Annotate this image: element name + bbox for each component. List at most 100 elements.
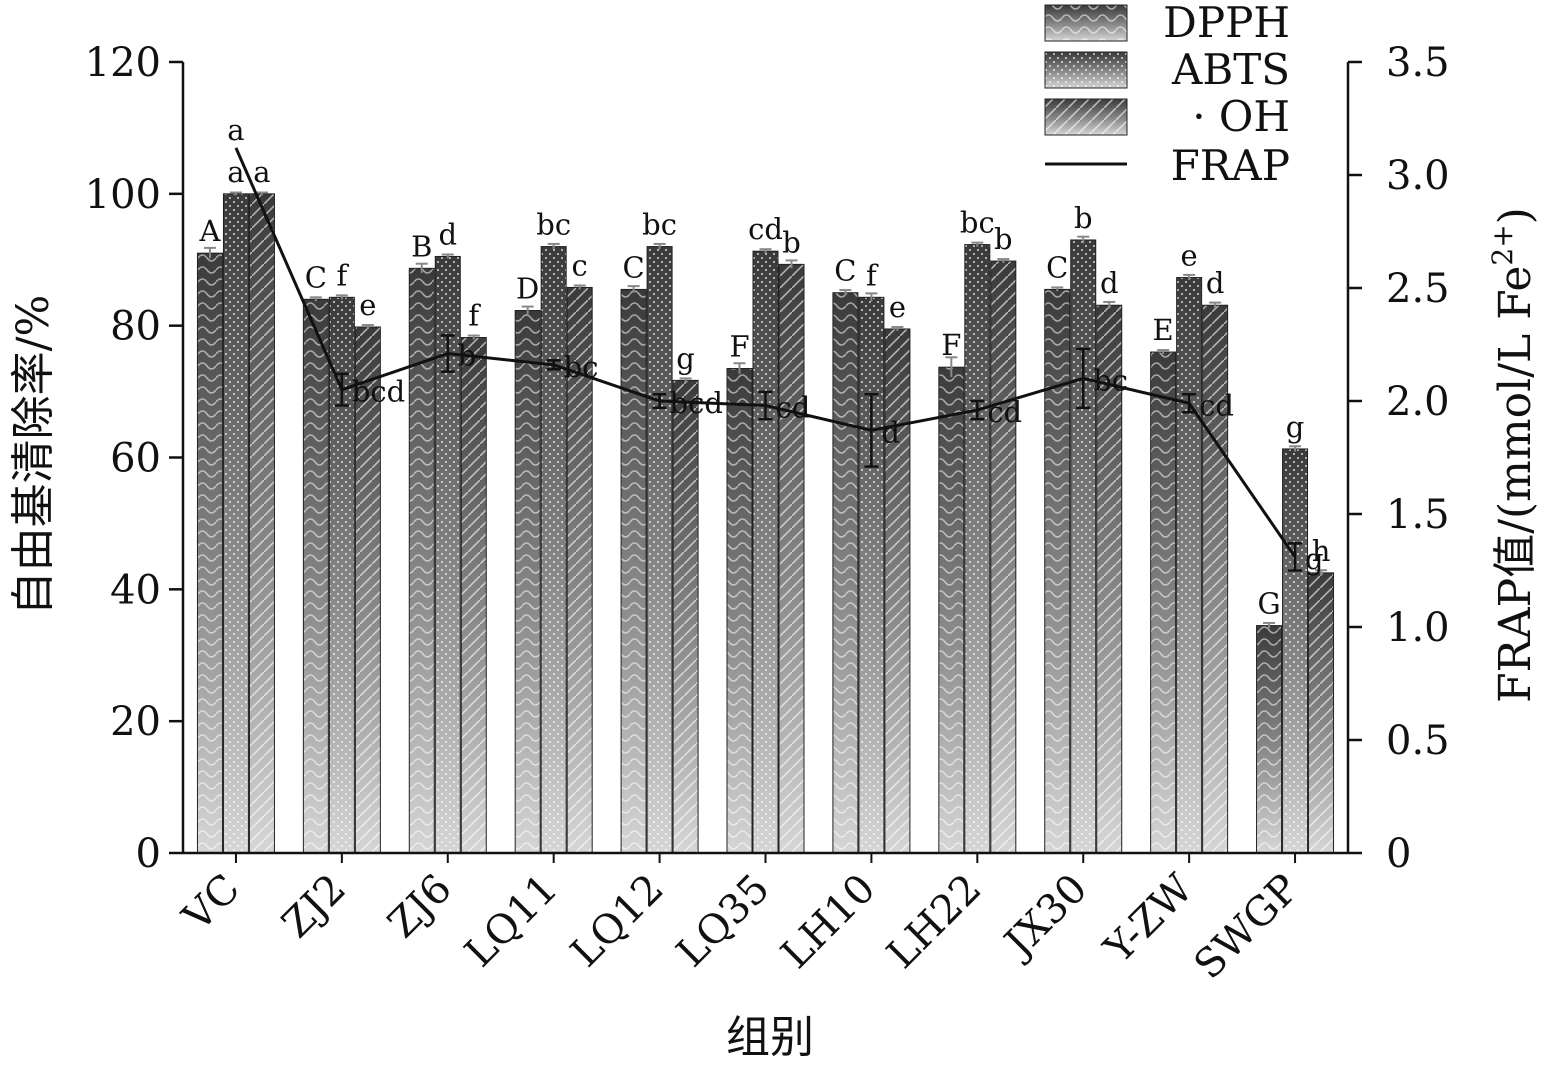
bar-texture: [646, 246, 673, 854]
y-tick-label: 40: [110, 567, 161, 613]
bar-texture: [1096, 304, 1123, 854]
bar-significance-letter: f: [468, 299, 481, 333]
bar-significance-letter: bc: [642, 208, 677, 242]
bar-texture: [990, 260, 1017, 854]
bar-significance-letter: g: [676, 341, 695, 375]
bar-significance-letter: d: [438, 217, 457, 251]
bar-texture: [620, 288, 647, 854]
bar-significance-letter: b: [782, 225, 801, 259]
x-axis-title: 组别: [726, 1012, 814, 1063]
bar-significance-letter: bc: [960, 206, 995, 240]
bar-significance-letter: a: [227, 155, 244, 189]
bar-texture: [1282, 448, 1309, 854]
bar-significance-letter: b: [994, 222, 1013, 256]
bar-significance-letter: e: [359, 288, 376, 322]
x-tick-label: ZJ6: [379, 866, 461, 948]
bar-significance-letter: G: [1257, 587, 1280, 621]
bar-significance-letter: d: [1100, 266, 1119, 300]
bar-significance-letter: C: [834, 254, 856, 288]
bar-significance-letter: e: [1181, 239, 1198, 273]
bar-texture: [1150, 351, 1177, 854]
bar-texture: [1256, 625, 1283, 854]
frap-significance-letter: bc: [564, 350, 599, 384]
y2-axis-title-sup: 2+: [1486, 224, 1519, 265]
y2-tick-label: 3.0: [1386, 153, 1450, 199]
y2-tick-label: 3.5: [1386, 40, 1450, 86]
bar-texture: [222, 193, 249, 854]
y2-tick-label: 2.0: [1386, 379, 1450, 425]
y2-axis-title-main: FRAP值/(mmol/L Fe: [1490, 266, 1541, 703]
bar-significance-letter: bc: [536, 208, 571, 242]
y-tick-label: 120: [85, 40, 161, 86]
x-tick-label: JX30: [993, 866, 1096, 969]
bar-texture: [938, 366, 965, 854]
bar-significance-letter: f: [336, 258, 349, 292]
bar-texture: [964, 244, 991, 854]
x-tick-label: LQ12: [562, 866, 672, 976]
legend-swatch-texture: [1044, 4, 1128, 42]
bar-significance-letter: A: [198, 214, 221, 248]
legend-label: ABTS: [1171, 45, 1290, 94]
bar-texture: [1070, 239, 1097, 854]
y2-axis-title-end: ): [1490, 207, 1541, 224]
x-tick-label: SWGP: [1186, 866, 1309, 989]
bar-texture: [540, 246, 567, 854]
y2-axis-title: FRAP值/(mmol/L Fe2+): [1486, 207, 1541, 703]
y-tick-label: 60: [110, 436, 161, 482]
bar-texture: [408, 267, 435, 854]
legend-label: FRAP: [1171, 141, 1290, 190]
frap-significance-letter: b: [458, 339, 477, 373]
bar-significance-letter: e: [889, 290, 906, 324]
bar-texture: [832, 292, 859, 854]
bar-significance-letter: a: [253, 155, 270, 189]
bar-significance-letter: F: [729, 330, 749, 364]
y2-tick-label: 1.0: [1386, 605, 1450, 651]
frap-significance-letter: cd: [1199, 388, 1234, 422]
bar-significance-letter: D: [516, 272, 539, 306]
frap-significance-letter: d: [881, 415, 900, 449]
bar-texture: [514, 310, 541, 854]
frap-significance-letter: bc: [1093, 363, 1128, 397]
bar-significance-letter: b: [1074, 201, 1093, 235]
y-tick-label: 100: [85, 172, 161, 218]
y2-tick-label: 2.5: [1386, 266, 1450, 312]
legend-label: · OH: [1192, 92, 1290, 141]
x-tick-label: LH22: [878, 866, 990, 978]
bar-texture: [778, 263, 805, 854]
y2-tick-label: 0.5: [1386, 718, 1450, 764]
bar-significance-letter: cd: [748, 212, 783, 246]
bar-significance-letter: C: [622, 250, 644, 284]
bar-significance-letter: h: [1312, 534, 1331, 568]
y-axis-title: 自由基清除率/%: [8, 295, 59, 616]
frap-significance-letter: a: [227, 113, 244, 147]
y2-tick-label: 1.5: [1386, 492, 1450, 538]
y2-tick-label: 0: [1386, 831, 1411, 877]
bar-significance-letter: C: [305, 260, 327, 294]
x-tick-label: ZJ2: [273, 866, 355, 948]
x-tick-label: LQ35: [668, 866, 778, 976]
bar-significance-letter: B: [411, 229, 432, 263]
y-tick-label: 0: [136, 831, 161, 877]
bar-significance-letter: F: [941, 328, 961, 362]
bar-significance-letter: C: [1046, 250, 1068, 284]
bar-significance-letter: f: [866, 258, 879, 292]
frap-significance-letter: g: [1305, 542, 1324, 576]
legend-label: DPPH: [1163, 0, 1290, 47]
bar-texture: [248, 193, 275, 854]
bar-texture: [672, 379, 699, 854]
bar-significance-letter: E: [1153, 313, 1174, 347]
bar-texture: [858, 296, 885, 854]
frap-significance-letter: bcd: [670, 386, 723, 420]
y-tick-label: 80: [110, 304, 161, 350]
bar-texture: [196, 252, 223, 854]
frap-significance-letter: bcd: [352, 375, 405, 409]
bar-texture: [1308, 572, 1335, 854]
y-tick-label: 20: [110, 699, 161, 745]
frap-significance-letter: cd: [987, 395, 1022, 429]
frap-significance-letter: cd: [776, 391, 811, 425]
bar-significance-letter: d: [1206, 266, 1225, 300]
bar-significance-letter: g: [1286, 410, 1305, 444]
